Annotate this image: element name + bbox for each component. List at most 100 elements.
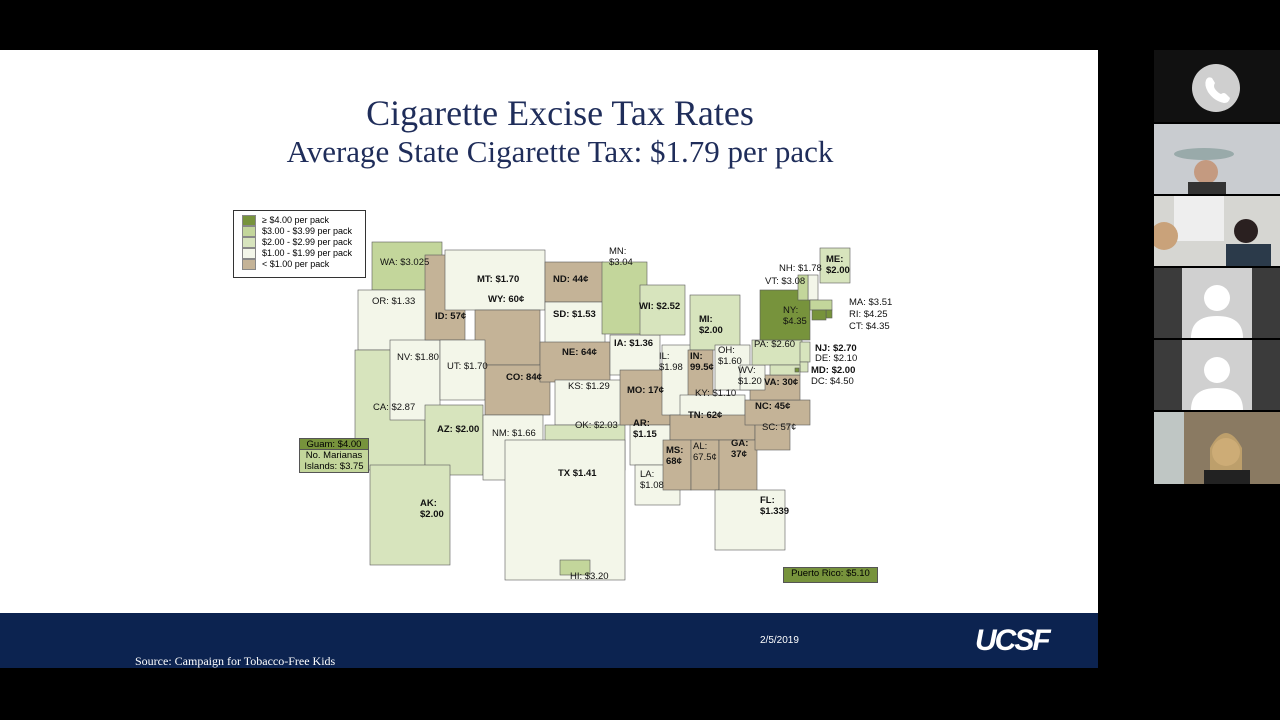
- state-label: UT: $1.70: [447, 361, 488, 372]
- state-label: MS: 68¢: [666, 445, 684, 467]
- legend-swatch: [242, 215, 256, 226]
- state-label: NV: $1.80: [397, 352, 439, 363]
- state-shape: [769, 364, 801, 376]
- state-shape: [799, 361, 809, 373]
- state-label: NY: $4.35: [783, 305, 807, 327]
- legend-label: < $1.00 per pack: [262, 259, 330, 269]
- state-shape: [811, 309, 827, 321]
- state-shape: [539, 341, 611, 383]
- participant-video[interactable]: [1154, 124, 1280, 194]
- state-label: DE: $2.10: [815, 353, 858, 364]
- legend-item: $3.00 - $3.99 per pack: [242, 226, 353, 237]
- state-shape: [369, 464, 451, 566]
- state-shape: [444, 249, 546, 311]
- state-label: WA: $3.025: [380, 257, 430, 268]
- state-shape: [554, 379, 626, 426]
- state-label: CT: $4.35: [849, 321, 890, 332]
- state-shape: [559, 559, 591, 576]
- legend-swatch: [242, 248, 256, 259]
- state-shape: [544, 301, 606, 348]
- state-label: FL: $1.339: [760, 495, 790, 517]
- state-label: WI: $2.52: [639, 301, 681, 312]
- legend: ≥ $4.00 per pack $3.00 - $3.99 per pack $2…: [233, 210, 366, 278]
- state-label: MO: 17¢: [627, 385, 664, 396]
- state-label: WV: $1.20: [738, 365, 762, 387]
- state-label: IA: $1.36: [614, 338, 654, 349]
- legend-item: < $1.00 per pack: [242, 259, 330, 270]
- logo: UCSF: [975, 624, 1051, 657]
- participant-avatar[interactable]: [1154, 340, 1280, 410]
- state-label: MN: $3.04: [609, 246, 633, 268]
- state-shape: [639, 284, 686, 336]
- state-label: OH: $1.60: [718, 345, 742, 367]
- state-shape: [544, 261, 604, 303]
- participant-video[interactable]: [1154, 412, 1280, 484]
- state-label: SC: 57¢: [762, 422, 797, 433]
- slide: Cigarette Excise Tax Rates Average State…: [0, 50, 1098, 668]
- state-shape: [809, 299, 833, 311]
- state-label: ND: 44¢: [553, 274, 589, 285]
- legend-label: $3.00 - $3.99 per pack: [262, 226, 353, 236]
- state-label: SD: $1.53: [553, 309, 596, 320]
- state-label: IL: $1.98: [659, 351, 683, 373]
- state-shape: [474, 309, 541, 366]
- state-label: NE: 64¢: [562, 347, 597, 358]
- state-shape: [739, 364, 766, 391]
- call-panel: [1154, 50, 1280, 122]
- hangup-button[interactable]: [1154, 50, 1280, 122]
- state-label: CA: $2.87: [373, 402, 416, 413]
- state-label: AL: 67.5¢: [693, 441, 717, 463]
- state-shape: [797, 274, 809, 301]
- state-label: ME: $2.00: [826, 254, 850, 276]
- state-label: CO: 84¢: [506, 372, 542, 383]
- legend-label: $1.00 - $1.99 per pack: [262, 248, 353, 258]
- state-label: DC: $4.50: [811, 376, 854, 387]
- legend-label: $2.00 - $2.99 per pack: [262, 237, 353, 247]
- participant-video[interactable]: [1150, 196, 1280, 266]
- state-shape: [819, 247, 851, 284]
- state-label: VT: $3.08: [765, 276, 806, 287]
- state-label: MA: $3.51: [849, 297, 893, 308]
- state-label: OK: $2.03: [575, 420, 618, 431]
- state-shape: [794, 367, 800, 373]
- state-label: NH: $1.78: [779, 263, 822, 274]
- state-label: AK: $2.00: [420, 498, 444, 520]
- participant-avatar[interactable]: [1154, 268, 1280, 338]
- state-label: HI: $3.20: [570, 571, 609, 582]
- state-label: GA: 37¢: [731, 438, 749, 460]
- state-shape: [689, 294, 741, 351]
- state-shape: [825, 309, 833, 319]
- state-label: MT: $1.70: [477, 274, 520, 285]
- state-label: KS: $1.29: [568, 381, 610, 392]
- slide-subtitle: Average State Cigarette Tax: $1.79 per p…: [286, 134, 834, 169]
- state-label: WY: 60¢: [488, 294, 525, 305]
- state-label: TX $1.41: [558, 468, 597, 479]
- map: [354, 241, 851, 581]
- state-label: KY: $1.10: [695, 388, 737, 399]
- state-shape: [424, 404, 484, 476]
- state-label: ID: 57¢: [435, 311, 467, 322]
- state-label: AR: $1.15: [633, 418, 657, 440]
- state-label: VA: 30¢: [764, 377, 799, 388]
- state-shape: [662, 439, 692, 491]
- state-label: MD: $2.00: [811, 365, 856, 376]
- state-label: NC: 45¢: [755, 401, 791, 412]
- state-shape: [669, 414, 756, 441]
- state-shape: [504, 439, 626, 581]
- state-label: OR: $1.33: [372, 296, 416, 307]
- slide-date: 2/5/2019: [760, 635, 799, 646]
- legend-swatch: [242, 259, 256, 270]
- legend-swatch: [242, 237, 256, 248]
- state-label: IN: 99.5¢: [690, 351, 714, 373]
- state-label: RI: $4.25: [849, 309, 888, 320]
- territory-box: No. Marianas Islands: $3.75: [299, 449, 369, 473]
- state-label: TN: 62¢: [688, 410, 723, 421]
- state-shape: [609, 334, 661, 376]
- state-label: NJ: $2.70: [815, 343, 857, 354]
- state-label: PA: $2.60: [754, 339, 796, 350]
- source-note: Source: Campaign for Tobacco-Free Kids: [135, 654, 336, 668]
- legend-item: ≥ $4.00 per pack: [242, 215, 329, 226]
- state-shape: [690, 439, 720, 491]
- state-shape: [714, 489, 786, 551]
